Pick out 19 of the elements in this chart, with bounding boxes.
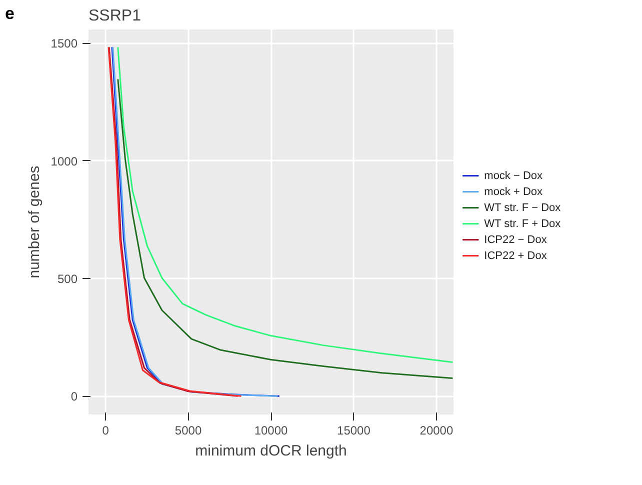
x-tick-label: 15000	[337, 424, 371, 438]
legend-label: WT str. F − Dox	[484, 202, 562, 214]
y-axis-title: number of genes	[26, 166, 43, 278]
text: e	[5, 3, 14, 25]
x-axis-title: minimum dOCR length	[195, 442, 347, 460]
x-tick-label: 5000	[174, 424, 202, 438]
y-tick-label: 1500	[50, 36, 78, 51]
legend-label: mock − Dox	[484, 170, 544, 182]
y-tick-label: 1000	[50, 154, 78, 168]
legend-label: ICP22 + Dox	[484, 250, 548, 262]
x-tick-label: 0	[102, 424, 110, 438]
y-tick-label: 0	[70, 390, 78, 404]
legend-label: ICP22 − Dox	[484, 234, 548, 246]
x-tick-label: 20000	[420, 424, 454, 438]
y-tick-label: 500	[57, 272, 78, 286]
x-tick-label: 10000	[254, 424, 288, 438]
legend-label: mock + Dox	[484, 186, 544, 198]
legend-label: WT str. F + Dox	[484, 218, 562, 230]
chart-title: SSRP1	[88, 8, 142, 24]
